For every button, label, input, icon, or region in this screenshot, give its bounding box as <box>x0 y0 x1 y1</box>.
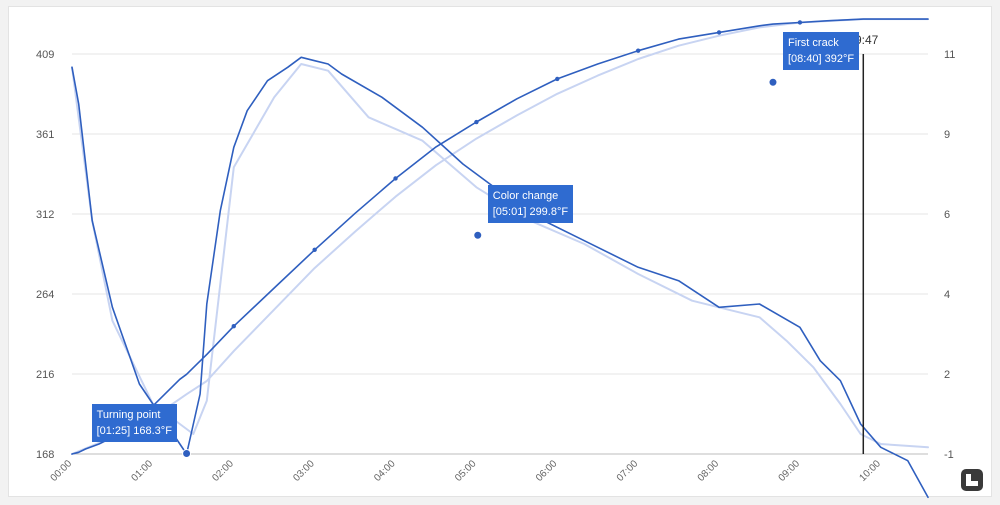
x-tick-label: 07:00 <box>615 458 641 484</box>
annotation-color-change-detail: [05:01] 299.8°F <box>492 206 569 219</box>
y-right-tick-label: 9 <box>944 129 950 141</box>
series-point <box>312 247 317 253</box>
x-tick-label: 08:00 <box>696 458 722 484</box>
annotation-turning-point-detail: [01:25] 168.3°F <box>96 424 172 437</box>
series-point <box>716 30 722 35</box>
x-tick-label: 04:00 <box>372 458 398 484</box>
annotation-first-crack[interactable]: First crack [08:40] 392°F <box>782 32 860 71</box>
y-right-tick-label: -1 <box>944 449 954 461</box>
annotation-point <box>473 230 483 240</box>
annotation-first-crack-detail: [08:40] 392°F <box>787 53 855 66</box>
annotation-point <box>768 77 778 87</box>
annotation-color-change-title: Color change <box>492 190 559 203</box>
y-left-tick-label: 409 <box>36 49 54 61</box>
annotation-point <box>182 449 192 459</box>
x-tick-label: 06:00 <box>534 458 560 484</box>
y-left-tick-label: 216 <box>36 369 54 381</box>
series-point <box>797 20 803 25</box>
x-tick-label: 00:00 <box>49 458 75 484</box>
logo-icon <box>961 469 983 491</box>
series-point <box>474 119 479 125</box>
series-point <box>231 323 236 329</box>
x-tick-label: 09:00 <box>777 458 803 484</box>
annotation-turning-point[interactable]: Turning point [01:25] 168.3°F <box>91 403 177 442</box>
y-left-tick-label: 312 <box>36 209 54 221</box>
y-right-tick-label: 4 <box>944 289 950 301</box>
x-tick-label: 02:00 <box>210 458 236 484</box>
x-tick-label: 10:00 <box>857 458 883 484</box>
annotation-first-crack-title: First crack <box>787 37 839 50</box>
time-marker-layer: 09:47 <box>848 33 879 454</box>
y-left-tick-label: 168 <box>36 449 54 461</box>
series-point <box>635 48 641 53</box>
x-tick-label: 05:00 <box>453 458 479 484</box>
y-right-tick-label: 2 <box>944 369 950 381</box>
x-tick-label: 01:00 <box>130 458 156 484</box>
y-left-tick-label: 361 <box>36 129 54 141</box>
y-right-tick-label: 6 <box>944 209 950 221</box>
series-layer <box>71 18 929 499</box>
y-left-tick-label: 264 <box>36 289 54 301</box>
series-line <box>71 56 929 499</box>
y-right-tick-label: 11 <box>944 49 955 61</box>
x-tick-label: 03:00 <box>291 458 317 484</box>
annotation-color-change[interactable]: Color change [05:01] 299.8°F <box>487 185 574 224</box>
series-point <box>393 176 398 181</box>
series-point <box>555 76 560 82</box>
annotation-turning-point-title: Turning point <box>96 408 161 421</box>
series-line <box>71 63 929 449</box>
